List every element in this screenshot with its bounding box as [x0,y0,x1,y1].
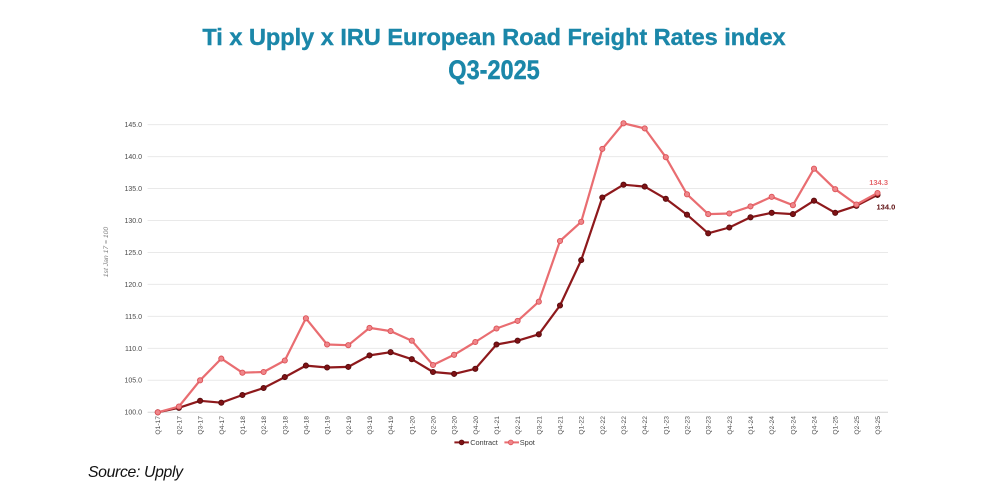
svg-text:Q1-23: Q1-23 [663,416,670,435]
svg-text:115.0: 115.0 [125,314,142,321]
svg-text:Q3-19: Q3-19 [367,416,374,435]
svg-text:Q3-20: Q3-20 [452,416,459,435]
svg-text:Q4-20: Q4-20 [473,416,480,435]
svg-text:Q4-23: Q4-23 [727,416,734,435]
svg-text:Q2-23: Q2-23 [685,416,692,435]
svg-text:105.0: 105.0 [124,378,142,385]
svg-text:Q4-17: Q4-17 [219,416,226,435]
svg-text:Q1-17: Q1-17 [155,416,162,435]
svg-text:134.3: 134.3 [869,178,888,187]
svg-text:135.0: 135.0 [124,186,142,193]
svg-text:Q4-18: Q4-18 [303,416,310,435]
svg-text:125.0: 125.0 [124,250,142,257]
svg-text:130.0: 130.0 [124,218,142,225]
svg-text:Q1-25: Q1-25 [833,416,840,435]
svg-text:Contract: Contract [470,438,498,447]
svg-text:Q2-24: Q2-24 [769,416,776,435]
svg-text:110.0: 110.0 [125,346,142,353]
svg-text:Source: Upply: Source: Upply [88,464,184,481]
svg-text:Q3-21: Q3-21 [536,416,543,435]
svg-text:Q3-17: Q3-17 [198,416,205,435]
svg-text:Q1-24: Q1-24 [748,416,755,435]
svg-text:145.0: 145.0 [124,122,142,129]
svg-text:134.0: 134.0 [877,203,896,212]
svg-text:Q2-20: Q2-20 [431,416,438,435]
svg-text:100.0: 100.0 [124,410,142,417]
svg-text:120.0: 120.0 [124,282,142,289]
svg-text:1st Jan 17 = 100: 1st Jan 17 = 100 [103,227,110,278]
svg-text:Q4-21: Q4-21 [558,416,565,435]
svg-text:140.0: 140.0 [124,154,142,161]
svg-text:Q4-22: Q4-22 [642,416,649,435]
svg-text:Q4-19: Q4-19 [388,416,395,435]
svg-text:Q1-21: Q1-21 [494,416,501,435]
svg-text:Q2-19: Q2-19 [346,416,353,435]
svg-text:Q3-18: Q3-18 [282,416,289,435]
svg-text:Q1-22: Q1-22 [579,416,586,435]
svg-text:Q1-19: Q1-19 [325,416,332,435]
svg-text:Q4-24: Q4-24 [812,416,819,435]
svg-text:Q3-23: Q3-23 [706,416,713,435]
svg-text:Q2-22: Q2-22 [600,416,607,435]
svg-text:Spot: Spot [520,438,535,447]
svg-text:Ti x Upply x IRU European Road: Ti x Upply x IRU European Road Freight R… [202,24,785,50]
svg-text:Q1-20: Q1-20 [409,416,416,435]
svg-text:Q2-25: Q2-25 [854,416,861,435]
svg-text:Q2-18: Q2-18 [261,416,268,435]
svg-text:Q2-17: Q2-17 [176,416,183,435]
svg-text:Q3-24: Q3-24 [790,416,797,435]
svg-text:Q3-25: Q3-25 [875,416,882,435]
svg-text:Q2-21: Q2-21 [515,416,522,435]
svg-text:Q1-18: Q1-18 [240,416,247,435]
svg-text:Q3-2025: Q3-2025 [448,56,539,86]
svg-text:Q3-22: Q3-22 [621,416,628,435]
